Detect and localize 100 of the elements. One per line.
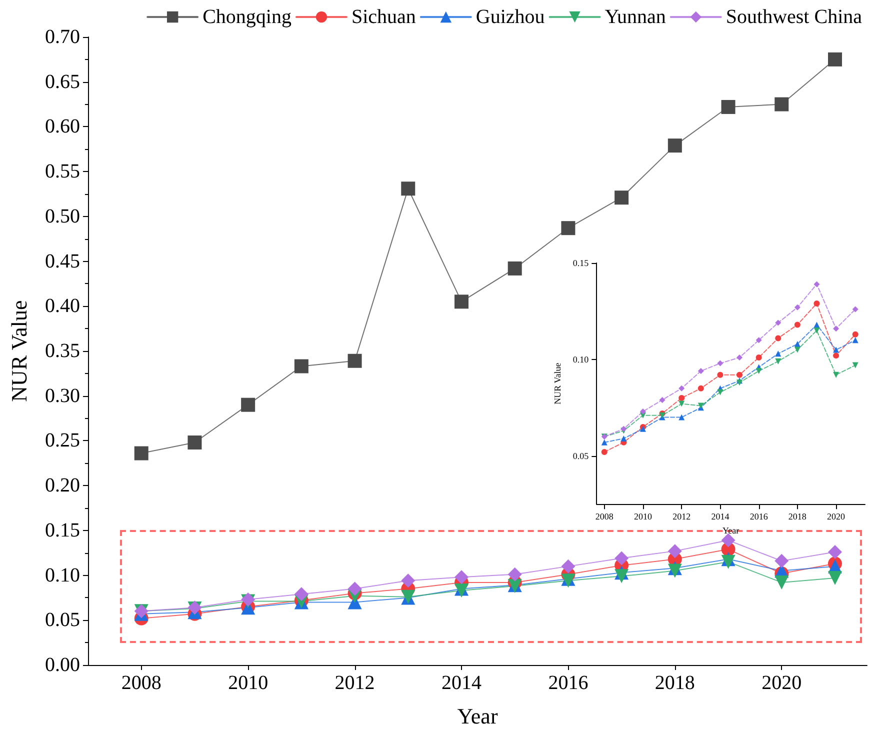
point	[698, 385, 704, 392]
y-tick-label: 0.10	[572, 354, 590, 364]
point	[736, 354, 743, 361]
legend-label: Guizhou	[476, 6, 545, 28]
legend-label: Yunnan	[604, 6, 666, 28]
x-tick-label: 2018	[788, 512, 807, 522]
x-tick-label: 2012	[334, 672, 375, 694]
point	[601, 439, 608, 446]
y-tick-label: 0.35	[45, 340, 80, 362]
point	[620, 436, 627, 442]
point	[698, 368, 704, 374]
point	[774, 554, 789, 568]
point	[833, 326, 840, 332]
legend-label: Sichuan	[351, 6, 416, 28]
point	[508, 567, 522, 582]
y-tick-label: 0.00	[45, 654, 80, 676]
x-tick-label: 2020	[827, 512, 846, 522]
point	[294, 359, 308, 374]
point	[721, 554, 736, 569]
y-tick-label: 0.15	[45, 519, 80, 542]
x-tick-label: 2018	[654, 672, 695, 694]
x-axis-title: Year	[722, 526, 740, 536]
point	[614, 569, 629, 584]
point	[134, 446, 148, 460]
y-tick-label: 0.15	[572, 258, 590, 268]
point	[401, 182, 416, 196]
y-tick-label: 0.05	[45, 609, 80, 632]
x-axis-title: Year	[457, 704, 498, 728]
x-tick-label: 2016	[750, 512, 768, 522]
point	[775, 358, 782, 364]
point	[852, 306, 858, 312]
point	[814, 322, 820, 328]
point	[561, 559, 576, 574]
point	[852, 362, 858, 368]
point	[678, 395, 685, 402]
point	[774, 97, 789, 112]
point	[721, 533, 736, 548]
point	[775, 350, 782, 357]
point	[348, 582, 362, 596]
point	[294, 587, 308, 602]
point	[348, 354, 362, 368]
point	[454, 570, 468, 584]
point	[561, 221, 576, 236]
point	[678, 400, 685, 407]
y-tick-label: 0.20	[45, 474, 80, 497]
point	[601, 449, 608, 456]
point	[833, 352, 840, 359]
point	[814, 281, 820, 288]
legend-label: Southwest China	[726, 6, 862, 28]
y-tick-label: 0.10	[45, 564, 80, 586]
y-tick-label: 0.45	[45, 250, 80, 272]
point	[756, 354, 762, 361]
y-tick-label: 0.05	[572, 450, 590, 461]
x-tick-label: 2010	[634, 512, 652, 522]
point	[659, 396, 666, 403]
y-tick-label: 0.30	[45, 384, 80, 407]
point	[794, 341, 800, 348]
x-tick-label: 2012	[672, 512, 691, 522]
y-tick-label: 0.40	[45, 295, 80, 318]
point	[241, 398, 256, 412]
point	[852, 337, 858, 344]
point	[736, 372, 743, 378]
point	[614, 190, 629, 205]
point	[678, 414, 685, 420]
point	[668, 544, 682, 558]
point	[668, 564, 682, 578]
point	[668, 138, 682, 153]
y-tick-label: 0.60	[45, 116, 80, 138]
x-tick-label: 2008	[595, 512, 614, 522]
point	[454, 294, 468, 309]
y-tick-label: 0.70	[45, 26, 80, 48]
point	[717, 372, 724, 378]
x-tick-label: 2008	[121, 672, 162, 694]
point	[833, 346, 840, 353]
point	[794, 304, 800, 310]
point	[756, 368, 762, 374]
point	[814, 300, 820, 307]
point	[508, 261, 522, 276]
point	[775, 335, 782, 342]
y-tick-label: 0.25	[45, 430, 80, 452]
x-tick-label: 2014	[711, 512, 730, 522]
x-tick-label: 2016	[548, 672, 588, 694]
point	[717, 389, 724, 396]
x-tick-label: 2010	[228, 672, 268, 694]
y-tick-label: 0.50	[45, 205, 80, 228]
point	[188, 436, 202, 450]
y-tick-label: 0.55	[45, 160, 80, 183]
point	[721, 100, 736, 114]
x-tick-label: 2020	[762, 672, 802, 694]
x-tick-label: 2014	[441, 672, 482, 694]
point	[828, 544, 842, 559]
legend-label: Chongqing	[202, 6, 292, 28]
point	[614, 551, 629, 566]
point	[775, 320, 782, 326]
y-tick-label: 0.65	[45, 70, 80, 93]
point	[678, 385, 685, 392]
point	[756, 337, 762, 344]
point	[774, 575, 789, 590]
point	[852, 331, 858, 338]
point	[717, 360, 724, 366]
